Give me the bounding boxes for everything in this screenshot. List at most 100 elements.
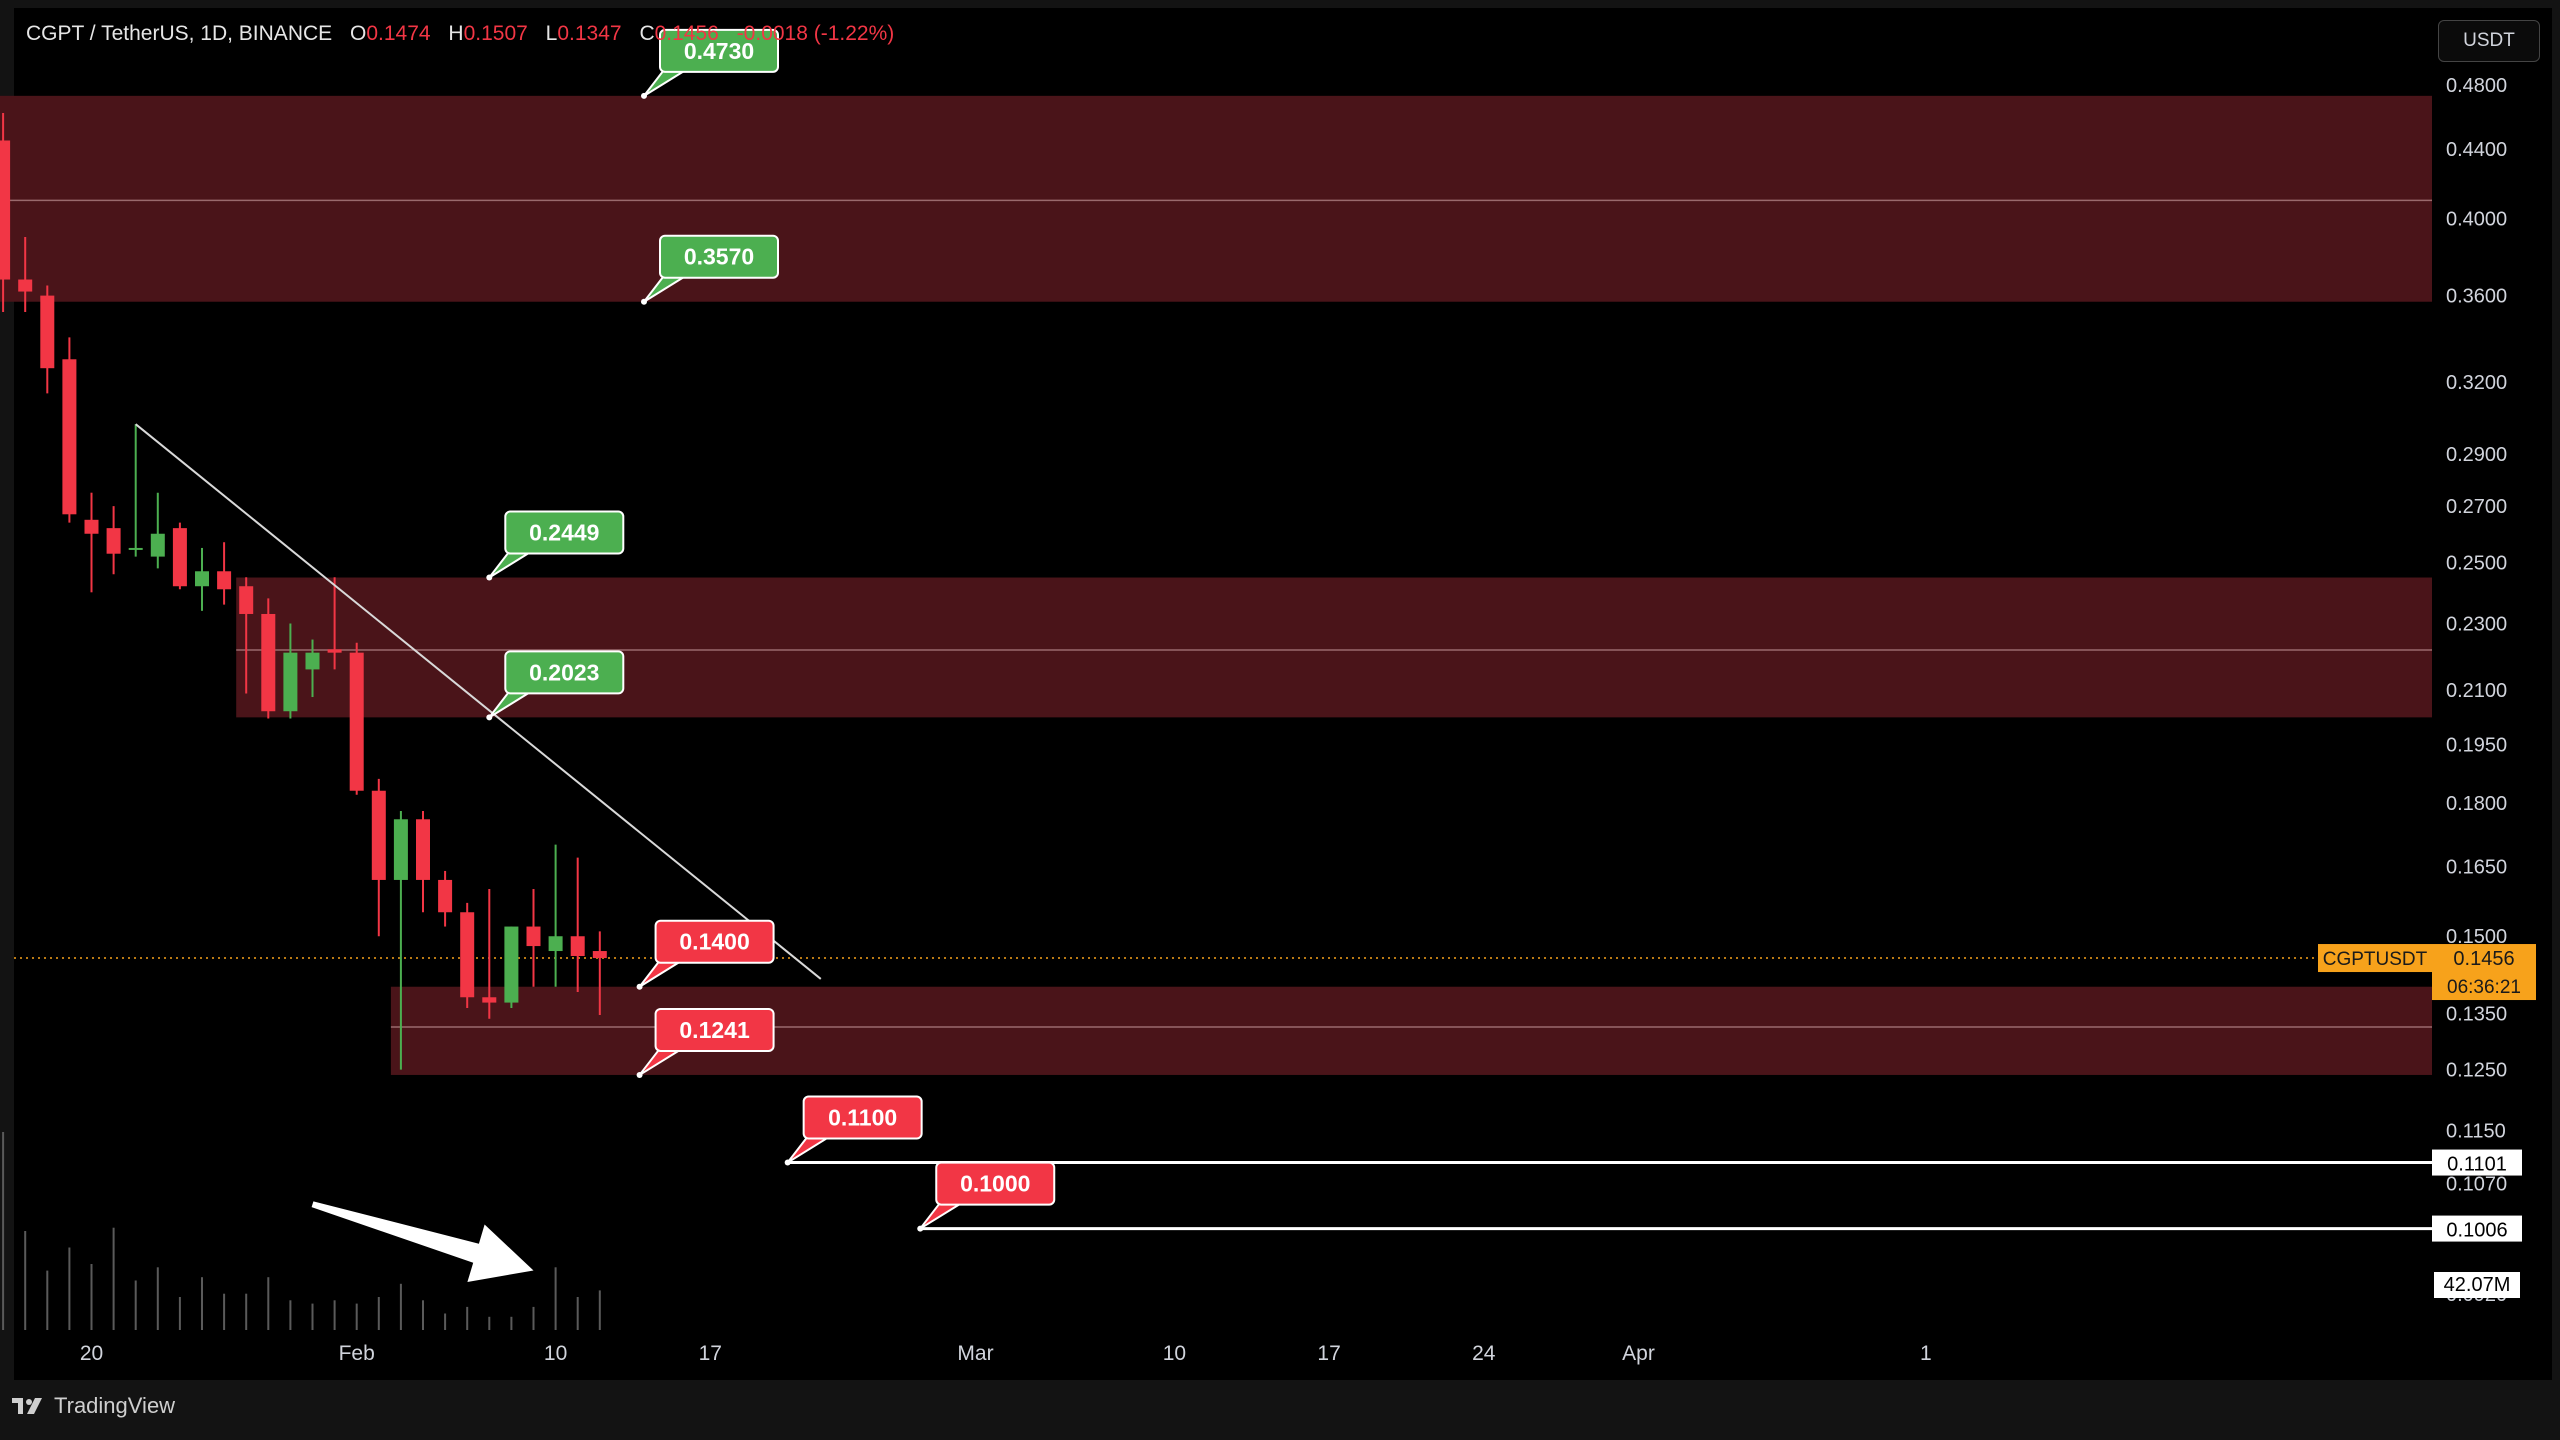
y-tick-label: 0.2300 xyxy=(2446,613,2507,635)
callout-anchor xyxy=(636,983,643,990)
candle-body xyxy=(393,819,408,880)
volume-bar xyxy=(333,1300,336,1330)
price-callout-label: 0.1000 xyxy=(960,1171,1030,1197)
volume-bar xyxy=(576,1297,579,1330)
trendline xyxy=(135,423,822,980)
open-label: O xyxy=(350,22,367,45)
symbol-tag-label: CGPTUSDT xyxy=(2323,949,2428,970)
volume-bar xyxy=(178,1297,181,1330)
candle-body xyxy=(106,528,121,554)
time-scale xyxy=(14,1378,2552,1380)
volume-bar xyxy=(532,1306,535,1330)
y-tick-label: 0.2500 xyxy=(2446,552,2507,574)
candle-body xyxy=(305,652,320,670)
trend-arrow xyxy=(311,1201,534,1282)
volume-bar xyxy=(2,1132,5,1330)
x-tick-label: 10 xyxy=(544,1342,567,1365)
close-label: C xyxy=(639,22,655,45)
candle-body xyxy=(438,879,453,913)
volume-bar xyxy=(598,1290,601,1330)
price-callout-label: 0.1400 xyxy=(679,929,749,955)
brand-label: TradingView xyxy=(54,1393,176,1418)
y-tick-label: 0.4000 xyxy=(2446,209,2507,231)
x-tick-label: 20 xyxy=(80,1342,103,1365)
candle-body xyxy=(570,936,585,957)
volume-bar xyxy=(46,1270,49,1330)
x-tick-label: 17 xyxy=(1317,1342,1340,1365)
volume-bar xyxy=(510,1316,513,1330)
candle-body xyxy=(84,519,99,534)
axis-line-label: 0.1101 xyxy=(2447,1154,2507,1176)
x-tick-label: 24 xyxy=(1472,1342,1496,1365)
callout-box xyxy=(802,1095,923,1140)
candle-body xyxy=(371,790,386,880)
candle-body xyxy=(592,951,607,959)
volume-tag xyxy=(2434,1272,2520,1298)
volume-bar xyxy=(554,1267,557,1330)
callout-box xyxy=(659,28,779,73)
open-value: 0.1474 xyxy=(366,22,431,45)
candle-body xyxy=(40,295,55,369)
y-tick-label: 0.1250 xyxy=(2446,1060,2507,1082)
volume-bar xyxy=(488,1316,491,1330)
current-price-label: 0.1456 xyxy=(2453,948,2514,970)
high-label: H xyxy=(448,22,464,45)
x-tick-label: Apr xyxy=(1622,1342,1655,1365)
candle-body xyxy=(526,926,541,947)
candle-body xyxy=(460,912,475,998)
candle-body xyxy=(283,652,298,712)
candle-body xyxy=(416,819,430,880)
axis-line-label: 0.1006 xyxy=(2446,1220,2507,1242)
currency-button[interactable]: USDT xyxy=(2438,20,2540,62)
high-value: 0.1507 xyxy=(463,22,528,45)
callout-anchor xyxy=(486,574,493,581)
y-tick-label: 0.1950 xyxy=(2446,734,2507,756)
callout-anchor xyxy=(486,714,493,721)
volume-bar xyxy=(245,1293,248,1330)
callout-box xyxy=(504,510,625,555)
volume-bar xyxy=(311,1303,314,1330)
candle-body xyxy=(18,279,33,292)
axis-line-tag xyxy=(2432,1149,2522,1176)
volume-axis-label: 42.07M xyxy=(2444,1274,2511,1296)
callout-box xyxy=(654,1007,775,1052)
axis-line-tag xyxy=(2432,1215,2522,1242)
volume-bar xyxy=(156,1267,159,1330)
volume-bar xyxy=(24,1231,27,1330)
x-tick-label: Mar xyxy=(957,1342,993,1365)
current-price-tag xyxy=(2432,944,2536,1001)
callout-box xyxy=(935,1161,1056,1206)
tradingview-logo[interactable]: TradingView xyxy=(12,1393,175,1419)
y-tick-label: 0.4800 xyxy=(2446,75,2507,97)
x-tick-label: 17 xyxy=(699,1342,722,1365)
volume-bar xyxy=(90,1264,93,1330)
supply-zone-0 xyxy=(0,95,2432,302)
candle-body xyxy=(0,140,11,280)
price-callout-label: 0.2449 xyxy=(529,520,599,546)
symbol-title[interactable]: CGPT / TetherUS, 1D, BINANCE xyxy=(26,22,333,45)
volume-bar xyxy=(422,1300,424,1330)
callout-anchor xyxy=(917,1225,924,1232)
x-tick-label: 1 xyxy=(1920,1342,1932,1365)
y-tick-label: 0.2100 xyxy=(2446,680,2507,702)
candle-body xyxy=(548,936,563,952)
callout-box xyxy=(659,234,779,279)
y-tick-label: 0.1800 xyxy=(2446,793,2507,815)
symbol-tag xyxy=(2318,944,2432,973)
candle-body xyxy=(482,997,497,1003)
candle-body xyxy=(327,649,342,653)
callout-anchor xyxy=(641,92,647,99)
volume-bar xyxy=(289,1300,292,1330)
volume-bar xyxy=(466,1306,469,1330)
callout-box xyxy=(654,919,775,964)
low-value: 0.1347 xyxy=(557,22,622,45)
y-tick-label: 0.4400 xyxy=(2446,139,2507,161)
candle-body xyxy=(62,359,77,515)
candle-body xyxy=(150,533,165,557)
candle-body xyxy=(128,547,143,550)
volume-bar xyxy=(201,1277,203,1330)
y-tick-label: 0.2900 xyxy=(2446,444,2507,466)
callout-box xyxy=(504,650,625,695)
